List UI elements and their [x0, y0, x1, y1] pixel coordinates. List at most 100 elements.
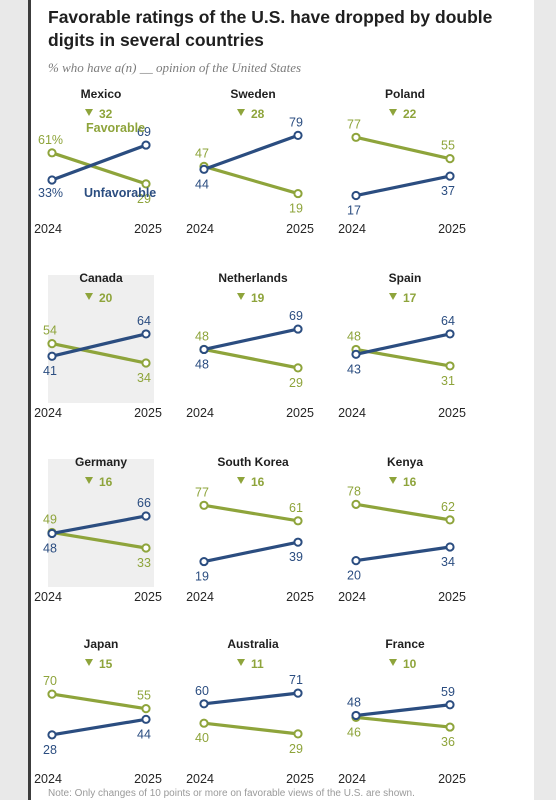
unfavorable-point-2025 — [141, 714, 151, 724]
unfavorable-point-2024 — [47, 528, 57, 539]
favorable-point-2024 — [47, 689, 57, 699]
country-chart-australia: Australia 11 40 60 29 71 2024 2025 — [186, 637, 314, 786]
unfavorable-label-2025: 44 — [137, 727, 151, 741]
country-chart-netherlands: Netherlands 19 48 48 29 69 2024 2025 — [186, 271, 314, 420]
page-title: Favorable ratings of the U.S. have dropp… — [48, 7, 493, 50]
x-tick-2025: 2025 — [286, 590, 314, 604]
country-name: Poland — [385, 87, 425, 101]
x-tick-2025: 2025 — [134, 406, 162, 420]
unfavorable-label-2025: 71 — [289, 673, 303, 687]
favorable-label-2025: 55 — [137, 689, 151, 703]
unfavorable-label-2024: 48 — [43, 541, 57, 555]
unfavorable-point-2025 — [445, 542, 455, 552]
unfavorable-point-2024 — [199, 344, 209, 355]
country-chart-germany: Germany 16 49 48 33 66 2024 2025 — [34, 455, 162, 604]
unfavorable-point-2024 — [351, 556, 361, 566]
favorable-label-2025: 29 — [137, 192, 151, 206]
country-chart-canada: Canada 20 54 41 34 64 2024 2025 — [34, 271, 162, 420]
x-tick-2025: 2025 — [438, 406, 466, 420]
favorable-label-2025: 61 — [289, 501, 303, 515]
favorable-label-2024: 77 — [195, 485, 209, 499]
unfavorable-line — [354, 332, 452, 356]
unfavorable-label-2024: 48 — [347, 695, 361, 709]
change-value: 15 — [99, 657, 113, 671]
x-tick-2024: 2024 — [338, 590, 366, 604]
down-triangle-icon — [237, 477, 245, 484]
favorable-label-2024: 47 — [195, 146, 209, 160]
favorable-line — [354, 715, 452, 729]
change-value: 16 — [99, 475, 113, 489]
country-name: Canada — [79, 271, 123, 285]
down-triangle-icon — [237, 293, 245, 300]
down-triangle-icon — [389, 293, 397, 300]
favorable-line — [50, 530, 148, 550]
favorable-line — [354, 502, 452, 522]
favorable-label-2024: 77 — [347, 117, 361, 131]
favorable-point-2024 — [351, 132, 361, 142]
x-tick-2024: 2024 — [338, 222, 366, 236]
down-triangle-icon — [389, 477, 397, 484]
unfavorable-label-2025: 64 — [441, 314, 455, 328]
unfavorable-line — [202, 327, 300, 352]
unfavorable-label-2024: 43 — [347, 362, 361, 376]
country-chart-france: France 10 46 48 36 59 2024 2025 — [338, 637, 466, 786]
down-triangle-icon — [85, 293, 93, 300]
unfavorable-point-2024 — [47, 730, 57, 740]
x-tick-2025: 2025 — [134, 590, 162, 604]
favorable-label-2025: 29 — [289, 742, 303, 756]
favorable-line — [50, 692, 148, 711]
country-chart-south-korea: South Korea 16 77 19 61 39 2024 2025 — [186, 455, 314, 604]
country-chart-japan: Japan 15 70 28 55 44 2024 2025 — [34, 637, 162, 786]
unfavorable-label-2024: 20 — [347, 569, 361, 583]
unfavorable-line — [202, 691, 300, 706]
favorable-point-2025 — [293, 363, 303, 373]
favorable-line — [50, 342, 148, 365]
x-tick-2025: 2025 — [134, 772, 162, 786]
unfavorable-point-2024 — [351, 710, 361, 721]
favorable-line — [354, 135, 452, 161]
country-name: Spain — [389, 271, 422, 285]
unfavorable-label-2025: 79 — [289, 115, 303, 129]
x-tick-2024: 2024 — [34, 590, 62, 604]
country-name: Germany — [75, 455, 127, 469]
unfavorable-point-2025 — [293, 537, 303, 547]
favorable-label-2024: 48 — [195, 329, 209, 343]
unfavorable-line — [354, 174, 452, 198]
unfavorable-point-2025 — [293, 324, 303, 334]
shaded-background — [48, 275, 154, 403]
x-tick-2024: 2024 — [186, 772, 214, 786]
favorable-label-2025: 34 — [137, 371, 151, 385]
unfavorable-label-2025: 69 — [289, 309, 303, 323]
unfavorable-point-2025 — [293, 688, 303, 698]
favorable-label-2025: 55 — [441, 139, 455, 153]
change-value: 19 — [251, 291, 265, 305]
favorable-point-2025 — [293, 516, 303, 526]
favorable-point-2024 — [199, 718, 209, 728]
change-value: 16 — [251, 475, 265, 489]
country-name: Japan — [84, 637, 119, 651]
change-value: 28 — [251, 107, 265, 121]
change-value: 20 — [99, 291, 113, 305]
favorable-point-2025 — [141, 179, 151, 189]
x-tick-2024: 2024 — [34, 222, 62, 236]
unfavorable-point-2025 — [445, 171, 455, 181]
footnote: Note: Only changes of 10 points or more … — [48, 788, 415, 799]
favorable-label-2025: 19 — [289, 202, 303, 216]
favorable-point-2025 — [141, 358, 151, 368]
change-value: 32 — [99, 107, 113, 121]
country-chart-kenya: Kenya 16 78 20 62 34 2024 2025 — [338, 455, 466, 604]
favorable-label-2024: 78 — [347, 484, 361, 498]
unfavorable-label-2024: 44 — [195, 177, 209, 191]
favorable-line — [202, 164, 300, 196]
country-chart-sweden: Sweden 28 47 44 19 79 2024 2025 — [186, 87, 314, 236]
x-tick-2025: 2025 — [438, 590, 466, 604]
x-tick-2025: 2025 — [286, 406, 314, 420]
small-multiples-grid: Mexico 32 61% 33% 29 69 Favorable Unfavorable 20… — [28, 0, 534, 800]
favorable-label-2024: 40 — [195, 731, 209, 745]
unfavorable-point-2024 — [199, 699, 209, 709]
favorable-point-2025 — [445, 361, 455, 371]
country-name: Sweden — [230, 87, 275, 101]
unfavorable-label-2025: 69 — [137, 125, 151, 139]
x-tick-2024: 2024 — [338, 772, 366, 786]
